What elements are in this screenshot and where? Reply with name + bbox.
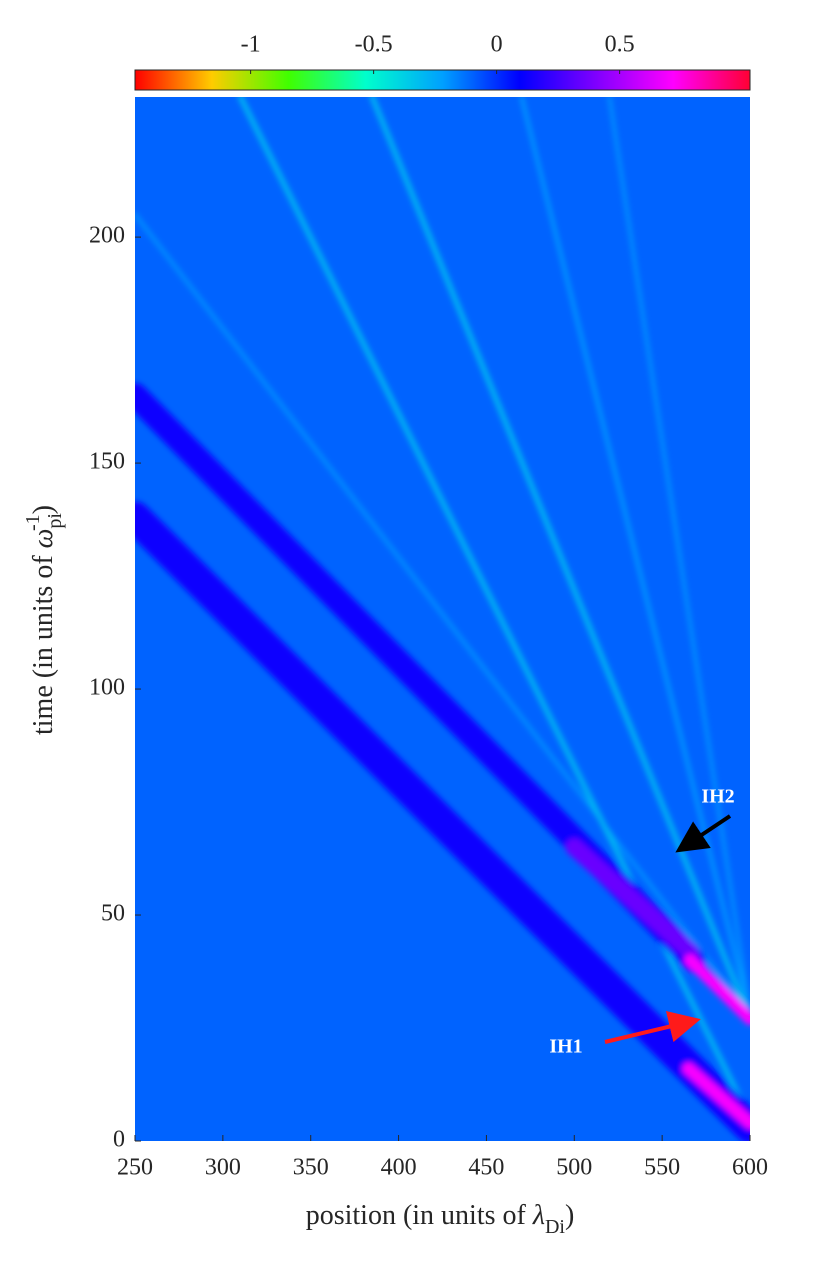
- x-tick-label: 250: [117, 1155, 153, 1181]
- axes: 250 300 350 400 450 500 550 600 0 50 100 150 200 -1 -0…: [89, 32, 768, 1181]
- x-label-sub: Di: [545, 1216, 565, 1238]
- x-tick-label: 500: [556, 1155, 592, 1181]
- streak: [682, 1062, 750, 1130]
- x-tick-label: 600: [732, 1155, 768, 1181]
- streak: [135, 501, 750, 1141]
- y-label-sub: pi: [44, 513, 66, 529]
- streak: [565, 838, 700, 960]
- annotation-arrow: [675, 814, 732, 853]
- y-label-text: time (in units of: [28, 548, 59, 735]
- colorbar-tick-label: -1: [241, 32, 261, 58]
- annotation-arrow: [604, 1011, 701, 1044]
- streak: [607, 97, 750, 1017]
- plot-area: [135, 97, 750, 1141]
- streak: [684, 954, 750, 1026]
- x-tick-label: 350: [293, 1155, 329, 1181]
- x-tick-label: 400: [381, 1155, 417, 1181]
- x-tick-label: 300: [205, 1155, 241, 1181]
- x-label-text: position (in units of: [306, 1200, 533, 1231]
- x-tick-label: 450: [468, 1155, 504, 1181]
- y-tick-label: 200: [89, 223, 125, 249]
- colorbar-tick-label: -0.5: [355, 32, 393, 58]
- y-label-close: ): [28, 505, 59, 514]
- colorbar-tick-label: 0: [491, 32, 503, 58]
- streak: [519, 97, 750, 1017]
- colorbar-tick-label: 0.5: [605, 32, 635, 58]
- annotation: IH1: [549, 1036, 582, 1058]
- colorbar: [134, 69, 751, 91]
- x-label-symbol: λ: [532, 1200, 545, 1231]
- y-label-symbol: ω: [28, 529, 59, 549]
- x-tick-label: 550: [644, 1155, 680, 1181]
- y-tick-label: 50: [101, 901, 125, 927]
- annotation: IH2: [701, 786, 734, 808]
- x-label-close: ): [565, 1200, 574, 1231]
- streak: [369, 97, 750, 1022]
- y-tick-label: 100: [89, 675, 125, 701]
- streaks: [135, 97, 750, 1141]
- y-label-sup: -1: [22, 514, 44, 531]
- streak: [135, 212, 750, 1017]
- y-axis-label: time (in units of ωpi-1): [22, 505, 66, 735]
- y-tick-label: 0: [113, 1127, 125, 1153]
- y-tick-label: 150: [89, 449, 125, 475]
- x-axis-label: position (in units of λDi): [306, 1200, 575, 1237]
